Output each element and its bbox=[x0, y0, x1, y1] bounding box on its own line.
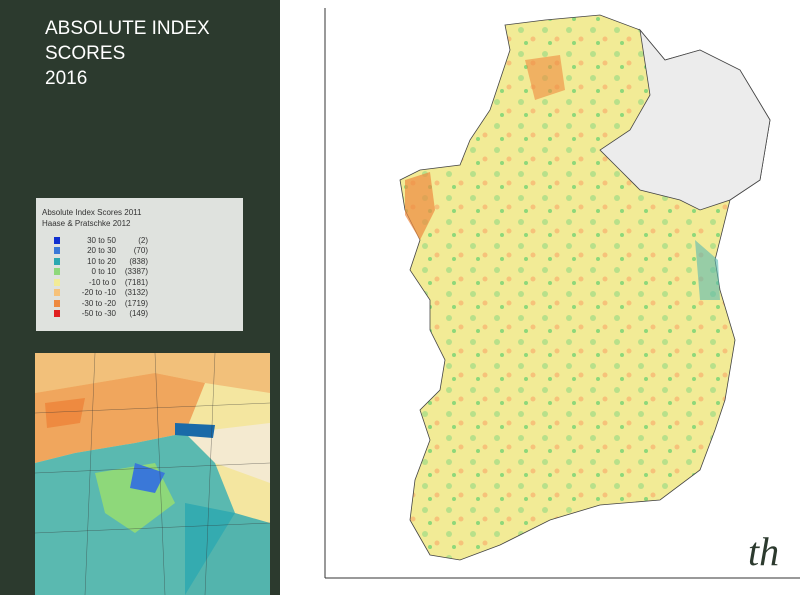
legend-count: (1719) bbox=[124, 298, 148, 308]
legend-swatch bbox=[54, 310, 60, 317]
legend-swatch bbox=[54, 278, 60, 286]
legend-count: (3387) bbox=[124, 267, 148, 276]
title-line: ABSOLUTE INDEX bbox=[45, 18, 210, 39]
ireland-map bbox=[324, 8, 800, 579]
legend-entry: -10 to 0 (7181) bbox=[54, 277, 148, 287]
legend-subtitle: Haase & Pratschke 2012 bbox=[42, 219, 131, 228]
legend-count: (838) bbox=[129, 256, 148, 266]
title: ABSOLUTE INDEX SCORES 2016 bbox=[45, 16, 210, 91]
legend-range: 30 to 50 bbox=[87, 235, 116, 245]
legend-range: 20 to 30 bbox=[87, 246, 116, 255]
legend-range: 10 to 20 bbox=[87, 256, 116, 266]
side-panel: ABSOLUTE INDEX SCORES 2016 Absolute Inde… bbox=[0, 0, 280, 595]
logo: th bbox=[748, 529, 780, 574]
legend-entry: 30 to 50 (2) bbox=[54, 235, 148, 245]
legend-range: -20 to -10 bbox=[81, 288, 116, 297]
legend-swatch bbox=[54, 236, 60, 244]
legend-swatch bbox=[54, 299, 60, 307]
title-line: 2016 bbox=[45, 68, 88, 89]
legend: Absolute Index Scores 2011 Haase & Prats… bbox=[36, 198, 243, 331]
legend-entry: -30 to -20 (1719) bbox=[54, 298, 148, 308]
title-line: SCORES bbox=[45, 43, 126, 64]
legend-entry: 10 to 20 (838) bbox=[54, 256, 148, 266]
dublin-inset-map bbox=[35, 353, 270, 595]
legend-range: -50 to -30 bbox=[81, 309, 116, 318]
legend-entry: -50 to -30 (149) bbox=[54, 309, 148, 319]
legend-count: (3132) bbox=[124, 288, 148, 297]
legend-count: (149) bbox=[129, 309, 148, 318]
legend-swatch bbox=[54, 247, 60, 254]
legend-count: (70) bbox=[133, 246, 148, 255]
legend-range: -10 to 0 bbox=[88, 277, 116, 287]
legend-entry: 20 to 30 (70) bbox=[54, 246, 148, 256]
legend-range: 0 to 10 bbox=[91, 267, 116, 276]
legend-swatch bbox=[54, 289, 60, 296]
legend-swatch bbox=[54, 257, 60, 265]
legend-range: -30 to -20 bbox=[81, 298, 116, 308]
legend-entry: 0 to 10 (3387) bbox=[54, 267, 148, 277]
legend-count: (2) bbox=[138, 235, 148, 245]
legend-title: Absolute Index Scores 2011 bbox=[42, 208, 142, 217]
legend-swatch bbox=[54, 268, 60, 275]
legend-entry: -20 to -10 (3132) bbox=[54, 288, 148, 298]
legend-count: (7181) bbox=[124, 277, 148, 287]
